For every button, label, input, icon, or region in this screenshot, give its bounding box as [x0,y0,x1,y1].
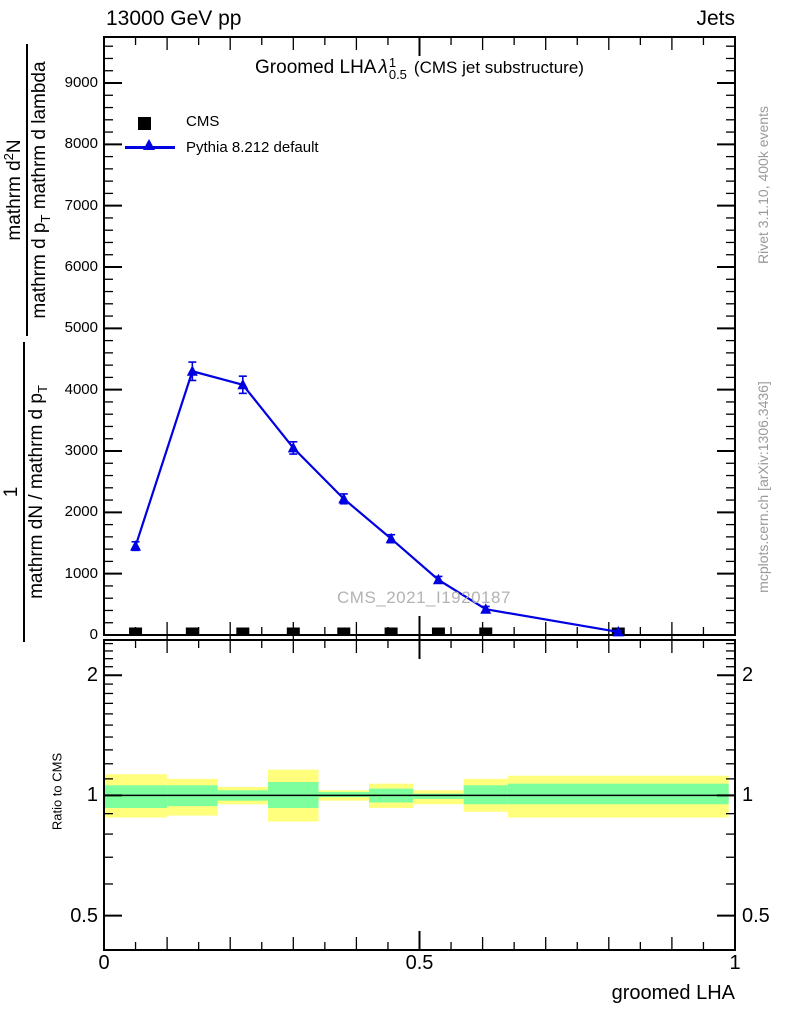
ratio-y-tick-label-right: 2 [742,664,754,687]
beam-energy-label: 13000 GeV pp [106,7,242,30]
pythia-data-marker [480,603,492,614]
x-tick-label: 1 [729,952,741,974]
ratio-y-tick-label-left: 2 [86,664,98,687]
y-axis-label-lower-fraction: 1 mathrm dN / mathrm d pT [1,342,53,642]
pythia-data-marker [612,625,624,637]
ylabel-text: mathrm dN / mathrm d p [26,393,47,599]
fraction-bar [26,44,28,336]
lambda-indices: 1 0.5 [388,55,407,82]
ratio-band-green [318,791,370,798]
cms-data-marker [129,627,143,635]
ratio-y-tick-label-left: 0.5 [70,904,98,927]
x-axis-label: groomed LHA [611,982,735,1004]
ylabel-text: mathrm d lambda [29,61,50,215]
ratio-band-green [507,783,729,805]
y-axis-label-upper-denominator: mathrm d pT mathrm d lambda [29,61,56,318]
process-label: Jets [696,7,735,30]
main-y-tick-label: 7000 [64,196,98,214]
ylabel-subscript: T [35,385,50,394]
cms-data-marker [185,627,199,635]
lambda-superscript: 1 [388,55,397,70]
ratio-axis-label: Ratio to CMS [49,752,65,831]
rivet-version-note: Rivet 3.1.10, 400k events [755,106,771,264]
y-axis-label-lower-numerator: 1 [1,486,22,498]
y-axis-label-upper-fraction: mathrm d2N mathrm d pT mathrm d lambda [0,44,56,336]
lambda-symbol: λ [378,57,388,78]
ratio-band-green [413,793,464,799]
main-y-tick-label: 9000 [64,74,98,91]
cms-data-marker [236,627,250,635]
ratio-y-tick-label-right: 1 [742,784,754,807]
x-tick-label: 0 [98,952,110,974]
pythia-data-marker [130,540,142,551]
x-tick-label: 0.5 [405,952,434,974]
ylabel-text: N [4,139,25,154]
lambda-subscript: 0.5 [388,67,407,82]
y-axis-label-upper-numerator: mathrm d2N [0,139,25,240]
plot-title-text: Groomed LHA [255,57,377,78]
main-y-tick-label: 1000 [64,564,98,582]
legend-cms-square-icon [138,117,151,130]
main-y-tick-label: 4000 [64,380,98,398]
ratio-bands-layer [104,769,735,822]
pythia-data-marker [287,441,299,453]
data-series-layer [129,361,625,637]
ratio-band-green [104,785,168,808]
ylabel-superscript: 2 [1,153,16,161]
mcplots-reference-note: mcplots.cern.ch [arXiv:1306.3436] [755,381,771,593]
pythia-data-marker [338,492,350,504]
cms-data-marker [384,627,398,635]
ylabel-text: mathrm d [4,160,25,241]
y-axis-label-lower-denominator: mathrm dN / mathrm d pT [26,385,53,599]
analysis-id-watermark: CMS_2021_I1920187 [337,588,511,607]
main-y-tick-label: 5000 [64,319,98,337]
ylabel-subscript: T [38,214,53,223]
main-y-tick-label: 6000 [64,258,98,275]
main-y-tick-label: 2000 [64,503,98,521]
plot-title: Groomed LHA λ 1 0.5 (CMS jet substructure) [104,55,735,82]
legend-cms-label: CMS [186,113,220,130]
ylabel-text: mathrm d p [29,222,50,319]
cms-data-marker [431,627,445,635]
pythia-data-marker [186,365,198,376]
legend-pythia-label: Pythia 8.212 default [186,139,319,156]
cms-data-marker [479,627,493,635]
legend-pythia-triangle-icon [143,139,155,150]
plot-title-suffix: (CMS jet substructure) [413,58,584,77]
ratio-y-tick-label-right: 0.5 [742,904,770,927]
fraction-bar [23,342,25,642]
main-y-tick-label: 0 [89,626,98,643]
cms-data-marker [337,627,351,635]
main-y-tick-label: 3000 [64,442,98,459]
ratio-y-tick-label-left: 1 [86,784,98,807]
pythia-data-marker [237,378,249,390]
main-y-tick-label: 8000 [64,135,98,153]
pythia-data-marker [432,573,444,585]
cms-data-marker [286,627,300,635]
pythia-data-marker [385,532,397,544]
